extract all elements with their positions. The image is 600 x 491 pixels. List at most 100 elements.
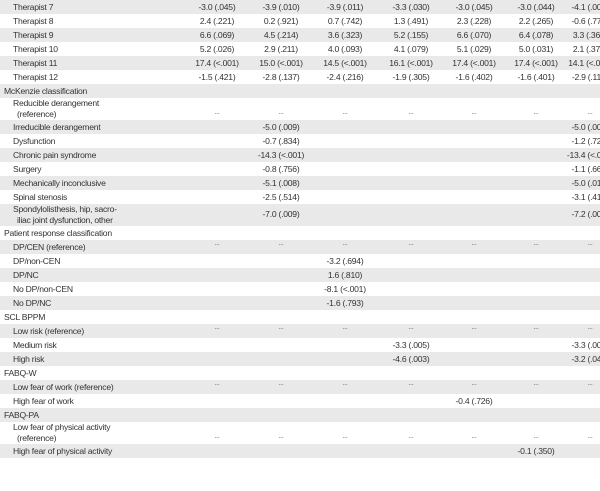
table-cell: 4.1 (.079) [393,44,429,54]
table-row: High fear of physical activity -0.1 (.350… [0,444,600,458]
table-cell: -2.9 (.117) [571,72,600,82]
table-cell: 0.2 (.921) [263,16,299,26]
section-heading: Patient response classification [4,228,112,239]
row-label: Low fear of work (reference) [13,382,114,393]
row-label: Chronic pain syndrome [13,150,96,161]
row-label-line: Low fear of physical activity [13,422,111,432]
row-label-line: Irreducible derangement [13,122,101,132]
table-cell: ... [214,380,220,387]
table-cell: -5.0 (.008) [571,122,600,132]
table-cell: -14.3 (<.001) [257,150,305,160]
table-row: Surgery -0.8 (.756) -1.1 (.660) [0,162,600,176]
table-cell: -3.1 (.415) [571,192,600,202]
row-label-line: High fear of work [13,396,74,406]
table-cell: 5.0 (.031) [518,44,554,54]
row-label: Therapist 7 [13,2,54,13]
table-row: Reducible derangement (reference)........… [0,98,600,120]
table-cell: ... [587,433,593,440]
table-cell: 6.4 (.078) [518,30,554,40]
row-label-line: SCL BPPM [4,312,46,322]
table-cell: -3.9 (.011) [326,2,364,12]
table-cell: -2.4 (.216) [326,72,364,82]
table-cell: ... [471,380,477,387]
table-cell: 4.0 (.093) [327,44,363,54]
table-cell: 3.6 (.323) [327,30,363,40]
table-cell: ... [533,380,539,387]
table-cell: ... [214,324,220,331]
row-label-line: Low fear of work (reference) [13,382,114,392]
table-cell: ... [214,433,220,440]
row-label: Medium risk [13,340,57,351]
row-label-line: Patient response classification [4,228,112,238]
table-cell: -3.0 (.045) [198,2,236,12]
row-label: Dysfunction [13,136,55,147]
row-label: DP/CEN (reference) [13,242,86,253]
table-cell: -1.5 (.421) [198,72,236,82]
table-cell: 4.5 (.214) [263,30,299,40]
table-cell: ... [342,324,348,331]
table-cell: -0.4 (.726) [455,396,493,406]
table-cell: -0.6 (.773) [571,16,600,26]
table-cell: ... [471,324,477,331]
table-cell: 0.7 (.742) [327,16,363,26]
table-row: High risk-4.6 (.003)-3.2 (.041)-4.0 (.00… [0,352,600,366]
table-cell: ... [408,433,414,440]
table-row: SCL BPPM [0,310,600,324]
table-cell: 5.2 (.026) [199,44,235,54]
row-label-line: Therapist 11 [13,58,58,68]
table-cell: 2.3 (.228) [456,16,492,26]
table-row: Therapist 10 5.2 (.026) 2.9 (.211) 4.0 (.09… [0,42,600,56]
row-label-line: Medium risk [13,340,57,350]
table-cell: ... [587,109,593,116]
table-cell: ... [214,240,220,247]
table-cell: 17.4 (<.001) [195,58,239,68]
row-label-line: No DP/non-CEN [13,284,73,294]
table-cell: -3.9 (.010) [262,2,300,12]
table-cell: ... [342,433,348,440]
row-label-line: DP/NC [13,270,39,280]
table-row: Medium risk-3.3 (.005)-3.3 (.006)-3.3 (.… [0,338,600,352]
section-heading: McKenzie classification [4,86,87,97]
table-cell: 3.3 (.363) [572,30,600,40]
row-label-line: Spondylolisthesis, hip, sacro- [13,204,117,214]
row-label: Irreducible derangement [13,122,101,133]
table-cell: -4.6 (.003) [392,354,430,364]
table-row: Chronic pain syndrome -14.3 (<.001) -13.4 … [0,148,600,162]
table-cell: ... [533,109,539,116]
table-cell: -13.4 (<.001) [566,150,600,160]
row-label: Low fear of physical activity (reference) [13,422,111,444]
table-cell: -1.6 (.402) [455,72,493,82]
row-label-line: High fear of physical activity [13,446,113,456]
row-label-line: DP/CEN (reference) [13,242,86,252]
table-cell: ... [408,109,414,116]
table-cell: ... [471,240,477,247]
row-label-line: Reducible derangement [13,98,99,108]
row-label: No DP/non-CEN [13,284,73,295]
table-cell: 2.9 (.211) [264,44,298,54]
table-row: High fear of work -0.4 (.726) [0,394,600,408]
table-cell: -3.3 (.006) [571,340,600,350]
table-cell: 14.1 (<.001) [568,58,600,68]
table-row: Therapist 8 2.4 (.221) 0.2 (.921) 0.7 (.742… [0,14,600,28]
table-row: Therapist 9 6.6 (.069) 4.5 (.214) 3.6 (.323… [0,28,600,42]
row-label: DP/NC [13,270,39,281]
table-cell: ... [471,109,477,116]
table-row: No DP/NC-1.6 (.793)-1.9 (.384) [0,296,600,310]
table-cell: ... [278,324,284,331]
table-cell: 17.4 (<.001) [452,58,496,68]
section-heading: FABQ-W [4,368,37,379]
row-label: Therapist 11 [13,58,57,69]
table-row: FABQ-PA [0,408,600,422]
table-cell: 2.4 (.221) [199,16,235,26]
row-label-line: Therapist 12 [13,72,58,82]
row-label: Low risk (reference) [13,326,84,337]
row-label: Therapist 9 [13,30,54,41]
row-label: No DP/NC [13,298,51,309]
section-heading: SCL BPPM [4,312,45,323]
section-heading: FABQ-PA [4,410,39,421]
row-label-line: Therapist 8 [13,16,54,26]
row-label-line: Spinal stenosis [13,192,68,202]
table-cell: -3.0 (.045) [455,2,493,12]
row-label-line: Therapist 10 [13,44,58,54]
